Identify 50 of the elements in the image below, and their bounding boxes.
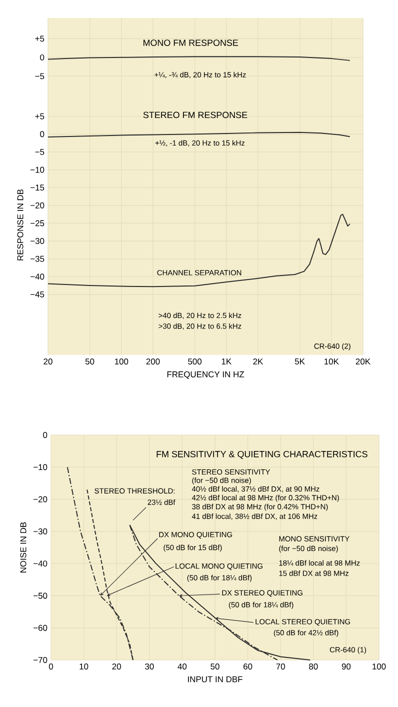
x-tick-label: 50 <box>210 664 220 670</box>
y-tick-label: 0 <box>40 131 44 138</box>
y-tick-label: −20 <box>30 202 44 208</box>
x-tick-label: 70 <box>276 664 285 670</box>
y-tick-label: −30 <box>30 238 44 244</box>
y-tick-label: −20 <box>34 496 48 502</box>
x-tick-label: 2K <box>253 358 264 364</box>
x-tick-label: 0 <box>48 664 54 670</box>
text: FM SENSITIVITY & QUIETING CHARACTERISTICS <box>156 450 368 459</box>
y-tick-label: −40 <box>30 274 44 280</box>
y-tick-label: −25 <box>30 220 44 226</box>
x-tick-label: 10 <box>80 664 88 670</box>
x-tick-label: 60 <box>244 664 252 670</box>
x-axis-title: INPUT IN DBF <box>188 676 242 682</box>
y-tick-label: −50 <box>34 592 48 599</box>
x-tick-label: 80 <box>309 664 318 670</box>
x-tick-label: 5K <box>294 358 305 364</box>
y-tick-label: −10 <box>30 166 44 173</box>
x-tick-label: 20 <box>44 358 52 365</box>
x-tick-label: 1K <box>222 358 232 364</box>
text: STEREO FM RESPONSE <box>143 112 248 118</box>
y-tick-label: +5 <box>35 36 44 42</box>
x-tick-label: 40 <box>178 664 187 670</box>
y-tick-label: −30 <box>34 528 48 534</box>
y-tick-label: −35 <box>30 256 44 262</box>
y-tick-label: −70 <box>34 657 48 663</box>
y-tick-label: −5 <box>35 149 44 155</box>
y-tick-label: −40 <box>34 560 48 567</box>
y-axis-title: NOISE IN DB <box>20 522 26 572</box>
x-axis-title: FREQUENCY IN HZ <box>167 371 244 379</box>
y-tick-label: −15 <box>30 184 44 191</box>
text: MONO FM RESPONSE <box>144 40 238 46</box>
y-tick-label: −5 <box>35 73 44 80</box>
x-tick-label: 200 <box>146 358 160 365</box>
y-tick-label: +5 <box>35 113 44 120</box>
y-tick-label: −10 <box>34 464 48 470</box>
x-tick-label: 90 <box>342 664 351 670</box>
x-tick-label: 30 <box>145 664 154 670</box>
x-tick-label: 100 <box>372 664 386 670</box>
y-tick-label: 0 <box>43 432 48 438</box>
y-tick-label: −45 <box>30 291 44 298</box>
x-tick-label: 10K <box>324 358 339 365</box>
x-tick-label: 20 <box>112 664 121 670</box>
x-tick-label: 100 <box>114 358 128 365</box>
y-tick-label: 0 <box>40 54 44 60</box>
x-tick-label: 500 <box>188 358 202 365</box>
y-tick-label: −60 <box>34 624 48 631</box>
y-axis-title: RESPONSE IN DB <box>17 189 24 260</box>
x-tick-label: 50 <box>85 358 94 365</box>
x-tick-label: 20K <box>356 358 370 365</box>
